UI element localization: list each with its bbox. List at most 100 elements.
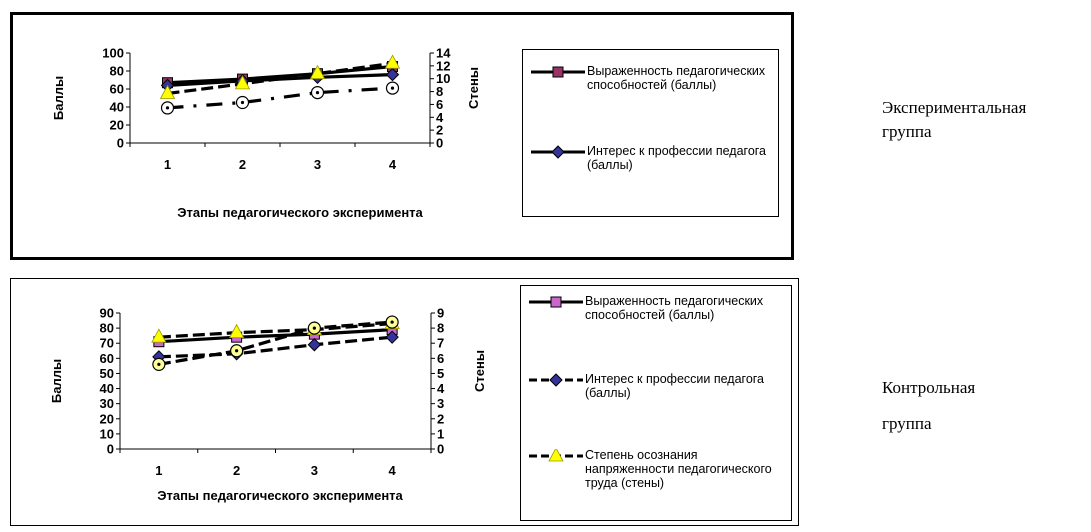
x-tick-label: 3 <box>314 157 321 172</box>
legend-item: Выраженность педагогических способностей… <box>527 294 787 322</box>
x-tick-label: 2 <box>233 463 240 478</box>
x-tick-label: 4 <box>389 463 397 478</box>
series-line-2 <box>167 61 393 96</box>
series-lines <box>158 320 393 366</box>
legend-label: Выраженность педагогических способностей… <box>587 64 766 92</box>
data-point-dot <box>157 362 161 366</box>
y2-tick-label: 4 <box>437 381 445 396</box>
y-tick-label: 60 <box>100 351 114 366</box>
control-chart-panel: 0 10 20 30 40 50 60 70 80 90 0 1 2 3 4 5 6 7 8 9 1 2 3 4 Этапы п… <box>10 278 799 526</box>
series-3-points <box>160 81 400 115</box>
y2-axis-title: Стены <box>466 67 481 109</box>
x-tick-label: 1 <box>155 463 162 478</box>
x-tick-label: 1 <box>164 157 171 172</box>
y-tick-label: 0 <box>117 136 124 151</box>
data-point-dot <box>315 91 320 95</box>
group-label-line: группа <box>882 122 932 141</box>
y2-tick-label: 0 <box>436 136 443 151</box>
legend-item: Интерес к профессии педагога (баллы) <box>529 144 774 172</box>
legend-item: Интерес к профессии педагога (баллы) <box>527 372 787 400</box>
y2-tick-label: 9 <box>437 306 444 321</box>
x-tick-label: 4 <box>389 157 397 172</box>
y2-tick-label: 4 <box>436 110 444 125</box>
legend-item: Выраженность педагогических способностей… <box>529 64 774 92</box>
legend-label: Выраженность педагогических способностей… <box>585 294 764 322</box>
y2-tick-label: 7 <box>437 336 444 351</box>
series-2-points <box>159 54 401 99</box>
data-point <box>159 84 176 99</box>
legend-label: Интерес к профессии педагога (баллы) <box>587 144 767 172</box>
series-line-0 <box>158 328 393 344</box>
series-lines <box>167 61 393 110</box>
y2-tick-label: 5 <box>437 366 444 381</box>
experimental-group-label: Экспериментальная группа <box>882 96 1026 144</box>
legend-marker <box>531 66 585 78</box>
x-tick-label: 3 <box>311 463 318 478</box>
y2-tick-label: 8 <box>437 321 444 336</box>
y-tick-label: 0 <box>107 442 114 457</box>
data-point <box>385 330 399 344</box>
x-tick-label: 2 <box>239 157 246 172</box>
y-tick-label: 30 <box>100 396 114 411</box>
x-axis-title: Этапы педагогического эксперимента <box>177 205 423 220</box>
legend-marker <box>529 373 583 387</box>
experimental-legend: Выраженность педагогических способностей… <box>522 49 779 217</box>
y-tick-label: 80 <box>110 64 124 79</box>
legend-marker <box>531 145 585 159</box>
y-tick-label: 20 <box>110 118 124 133</box>
data-point <box>151 328 167 343</box>
y2-tick-label: 0 <box>437 442 444 457</box>
y2-axis-title: Стены <box>472 350 487 392</box>
y-tick-label: 80 <box>100 321 114 336</box>
legend-item: Степень осознания напряженности педагоги… <box>527 448 787 490</box>
y-tick-label: 90 <box>100 306 114 321</box>
legend-marker <box>529 449 583 462</box>
legend-symbol <box>552 66 564 78</box>
y-tick-label: 70 <box>100 336 114 351</box>
y2-tick-label: 12 <box>436 58 450 73</box>
data-point <box>228 323 245 339</box>
legend-label: Интерес к профессии педагога (баллы) <box>585 372 765 400</box>
series-line-0 <box>167 64 393 85</box>
legend-symbol <box>549 373 563 387</box>
y2-tick-label: 14 <box>436 46 451 61</box>
y2-tick-label: 2 <box>437 411 444 426</box>
data-point <box>385 67 400 82</box>
y-tick-label: 10 <box>100 426 114 441</box>
y2-tick-label: 3 <box>437 396 444 411</box>
group-label-line: Контрольная <box>882 378 976 397</box>
y-tick-label: 40 <box>100 381 114 396</box>
control-group-label: Контрольная группа <box>882 370 975 442</box>
control-legend: Выраженность педагогических способностей… <box>520 285 792 521</box>
y2-tick-label: 6 <box>437 351 444 366</box>
y2-tick-label: 6 <box>436 97 443 112</box>
y-tick-label: 100 <box>102 46 124 61</box>
group-label-line: группа <box>882 414 932 433</box>
y-tick-label: 50 <box>100 366 114 381</box>
series-line-1 <box>158 335 393 359</box>
legend-label: Степень осознания напряженности педагоги… <box>585 448 772 490</box>
series-3-points <box>152 315 399 371</box>
experimental-chart-panel: 0 20 40 60 80 100 0 2 4 6 8 10 12 14 1 2 3 4 Этапы педагог… <box>10 12 794 260</box>
data-point-dot <box>235 349 239 353</box>
y2-tick-label: 10 <box>436 71 450 86</box>
series-line-3 <box>158 320 393 366</box>
data-point <box>384 54 401 69</box>
y2-tick-label: 2 <box>436 123 443 138</box>
legend-symbol <box>550 296 562 308</box>
x-axis-title: Этапы педагогического эксперимента <box>157 488 403 503</box>
y2-tick-label: 8 <box>436 84 443 99</box>
group-label-line: Экспериментальная <box>882 98 1027 117</box>
data-point <box>234 75 251 90</box>
legend-marker <box>529 296 583 308</box>
y2-tick-label: 1 <box>437 426 444 441</box>
series-line-3 <box>167 86 393 110</box>
data-point-dot <box>312 326 316 330</box>
y-axis-title: Баллы <box>51 76 66 120</box>
data-point-dot <box>390 86 395 90</box>
data-point <box>307 338 322 352</box>
